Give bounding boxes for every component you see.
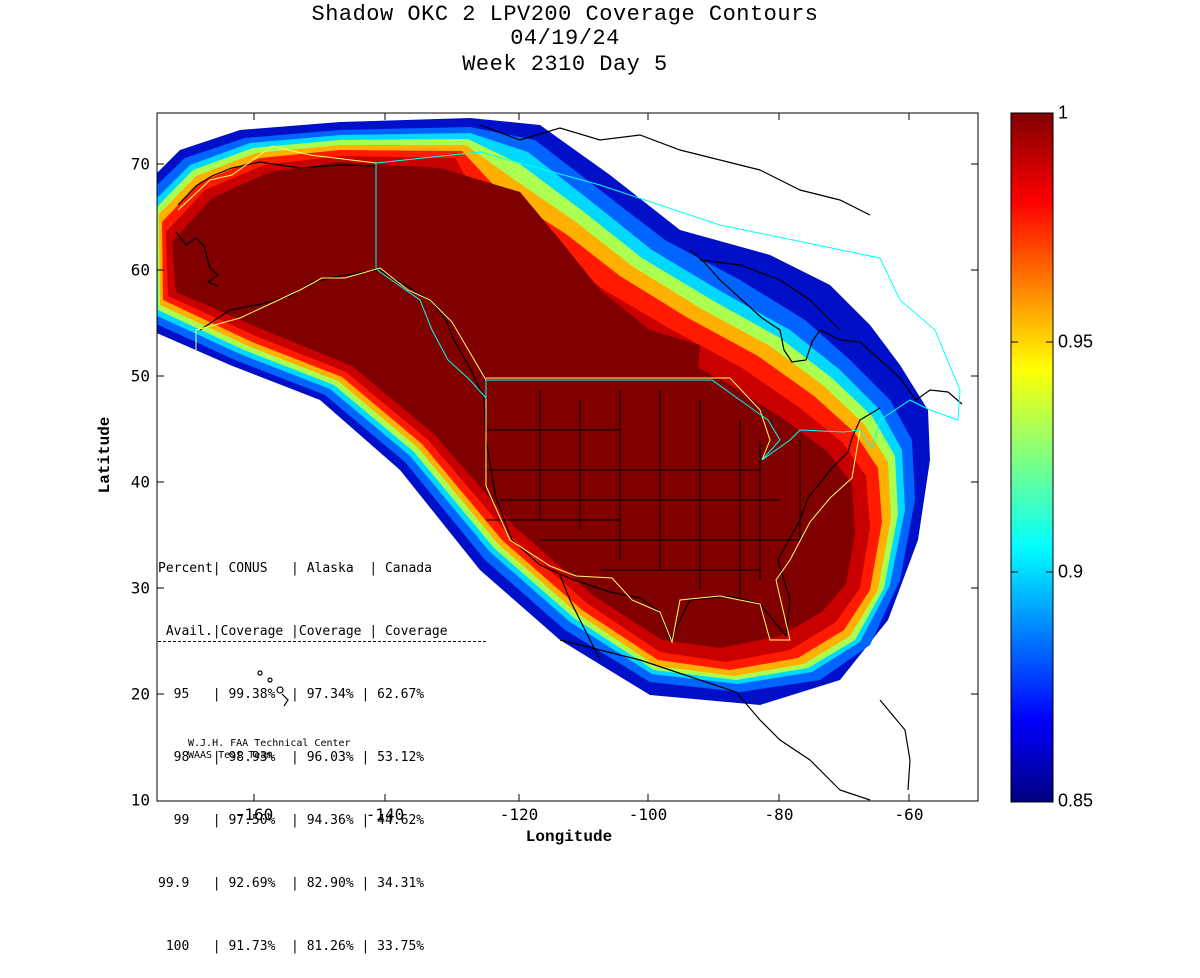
colorbar [1010,112,1054,803]
colorbar-tick-label: 0.85 [1058,790,1094,811]
stats-row: 98 | 98.93% | 96.03% | 53.12% [158,750,425,765]
coverage-map [156,112,1054,803]
x-tick-label: -100 [628,805,668,824]
colorbar-tickmarks [1011,341,1053,573]
chart-date: 04/19/24 [510,26,620,51]
x-tick-label: -140 [365,805,405,824]
credit-text: W.J.H. FAA Technical Center WAAS Test Te… [188,738,351,762]
stats-header: Percent| CONUS | Alaska | Canada [158,561,432,576]
stats-row: 95 | 99.38% | 97.34% | 62.67% [158,687,425,702]
y-tick-label: 50 [130,366,150,386]
credit-line: W.J.H. FAA Technical Center [188,738,351,749]
stats-row: 99 | 97.50% | 94.36% | 44.62% [158,813,425,828]
chart-title: Shadow OKC 2 LPV200 Coverage Contours [311,2,819,27]
y-tick-label: 60 [130,260,150,280]
x-tick-label: -160 [234,805,274,824]
y-tick-label: 40 [130,472,150,492]
colorbar-tick-label: 0.95 [1058,331,1094,352]
y-tick-label: 70 [130,154,150,174]
chart-week: Week 2310 Day 5 [462,52,668,77]
colorbar-tick-label: 1 [1058,102,1069,123]
y-tick-label: 10 [130,790,150,810]
x-tick-label: -80 [764,805,794,824]
stats-header: Avail.|Coverage |Coverage | Coverage [158,621,486,642]
y-tick-label: 20 [130,684,150,704]
x-tick-label: -60 [894,805,924,824]
coastlines [175,124,963,801]
y-tick-label: 30 [130,578,150,598]
stats-row: 100 | 91.73% | 81.26% | 33.75% [158,939,425,954]
credit-line: WAAS Test Team [188,750,273,761]
x-axis-label: Longitude [525,828,613,846]
axis-tickmarks [157,113,978,801]
service-areas [177,145,961,644]
colorbar-tick-label: 0.9 [1058,561,1084,582]
state-boundaries [486,390,801,600]
stats-row: 99.9 | 92.69% | 82.90% | 34.31% [158,876,425,891]
plot-frame [156,112,979,802]
y-axis-label: Latitude [96,416,114,494]
x-tick-label: -120 [499,805,539,824]
